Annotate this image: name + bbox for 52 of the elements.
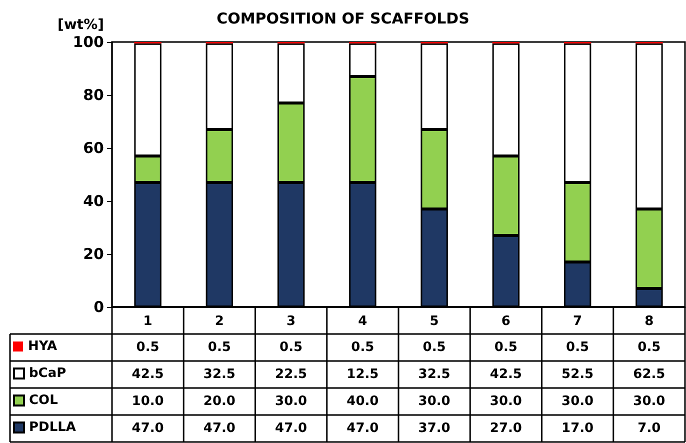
legend-label: COL: [29, 393, 58, 408]
legend-label: bCaP: [29, 366, 66, 381]
y-tick-label: 60: [83, 139, 104, 157]
y-tick-label: 0: [94, 298, 104, 316]
data-label: 52.5: [562, 367, 594, 382]
data-label: 47.0: [275, 421, 308, 436]
data-label: 20.0: [203, 394, 236, 409]
data-label: 42.5: [490, 367, 522, 382]
data-label: 42.5: [132, 367, 164, 382]
y-axis-title: [wt%]: [58, 17, 104, 33]
data-label: 62.5: [633, 367, 666, 382]
data-label: 22.5: [275, 367, 308, 382]
x-tick-label: 1: [143, 314, 152, 329]
data-label: 37.0: [418, 421, 450, 436]
data-label: 10.0: [132, 394, 164, 409]
x-tick-label: 2: [214, 314, 224, 329]
x-tick-label: 6: [501, 314, 510, 329]
x-tick-label: 4: [358, 314, 368, 329]
data-label: 40.0: [346, 394, 379, 409]
y-tick-label: 20: [83, 245, 104, 263]
data-label: 0.5: [136, 340, 160, 355]
y-tick-label: 100: [72, 33, 104, 51]
data-label: 30.0: [275, 394, 308, 409]
legend-label: HYA: [28, 339, 58, 354]
data-label: 32.5: [203, 367, 236, 382]
x-tick-label: 3: [286, 314, 296, 329]
legend-label: PDLLA: [29, 420, 76, 435]
chart-title: COMPOSITION OF SCAFFOLDS: [216, 10, 470, 28]
data-label: 0.5: [422, 340, 446, 355]
data-label: 27.0: [490, 421, 522, 436]
data-label: 47.0: [132, 421, 164, 436]
x-tick-label: 7: [573, 314, 582, 329]
data-label: 0.5: [494, 340, 518, 355]
data-label: 30.0: [418, 394, 450, 409]
data-label: 47.0: [203, 421, 236, 436]
data-label: 12.5: [346, 367, 379, 382]
data-label: 32.5: [418, 367, 450, 382]
data-label: 30.0: [633, 394, 666, 409]
data-label: 30.0: [490, 394, 522, 409]
y-tick-label: 40: [83, 192, 104, 210]
data-label: 0.5: [566, 340, 590, 355]
data-label: 0.5: [638, 340, 661, 355]
data-label: 17.0: [562, 421, 594, 436]
data-label: 47.0: [346, 421, 379, 436]
data-label: 7.0: [638, 421, 661, 436]
data-label: 0.5: [280, 340, 303, 355]
x-tick-label: 8: [644, 314, 654, 329]
y-tick-label: 80: [83, 86, 104, 104]
data-label: 0.5: [208, 340, 231, 355]
data-label: 30.0: [562, 394, 594, 409]
x-tick-label: 5: [430, 314, 439, 329]
data-label: 0.5: [351, 340, 374, 355]
